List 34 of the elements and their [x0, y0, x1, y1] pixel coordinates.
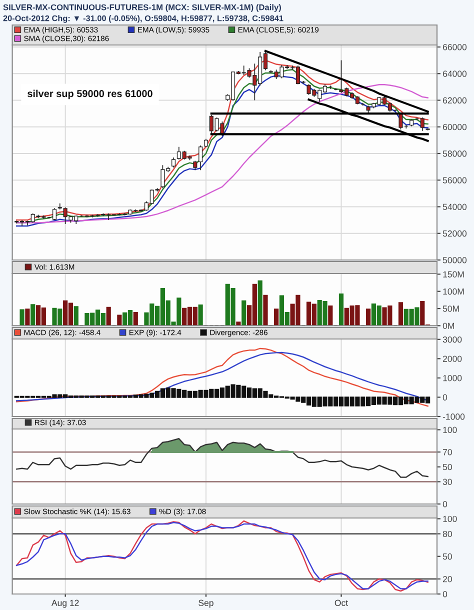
- y-tick-label: 50: [442, 464, 452, 470]
- y-tick-label: 30: [442, 478, 452, 485]
- y-tick-label: 0: [442, 501, 448, 508]
- y-tick-label: 80: [442, 530, 452, 538]
- y-tick-label: 50: [442, 553, 452, 560]
- annotation: silver sup 59000 res 61000: [28, 90, 152, 100]
- y-tick-label: 2000: [442, 356, 462, 362]
- y-tick-label: 66000: [443, 44, 467, 50]
- y-tick-label: 100: [443, 426, 457, 433]
- y-tick-label: 50000: [442, 257, 467, 264]
- y-tick-label: 150M: [443, 271, 464, 278]
- y-tick-label: 54000: [442, 204, 467, 210]
- y-tick-label: 0M: [442, 322, 454, 329]
- y-tick-label: 64000: [443, 70, 467, 77]
- y-tick-label: 100M: [443, 288, 464, 295]
- y-tick-label: 1000: [443, 375, 462, 382]
- chart-title: SILVER-MX-CONTINUOUS-FUTURES-1M (MCX: SILVER-MX-1M) (Daily): [3, 4, 281, 12]
- y-tick-label: 62000: [443, 97, 467, 104]
- y-tick-label: 52000: [442, 230, 467, 237]
- y-tick-label: 60000: [443, 124, 467, 130]
- x-tick-label: Sep: [198, 600, 214, 608]
- y-tick-label: 20: [442, 576, 452, 582]
- x-tick-label: Aug 12: [51, 600, 79, 608]
- y-tick-label: 56000: [442, 177, 467, 184]
- chart-subtitle: 20-Oct-2012 Chg: ▼ -31.00 (-0.05%), O:59804, H:59877, L:59738, C:59841: [3, 15, 284, 23]
- y-tick-label: 3000: [442, 336, 462, 343]
- y-tick-label: 100: [443, 516, 457, 522]
- x-tick-label: Oct: [334, 600, 348, 606]
- y-tick-label: 0: [442, 394, 448, 400]
- y-tick-label: -1000: [442, 414, 465, 420]
- y-tick-label: 58000: [442, 150, 467, 157]
- y-tick-label: 50M: [442, 306, 459, 312]
- y-tick-label: 70: [443, 449, 452, 456]
- y-tick-label: 0: [442, 591, 448, 598]
